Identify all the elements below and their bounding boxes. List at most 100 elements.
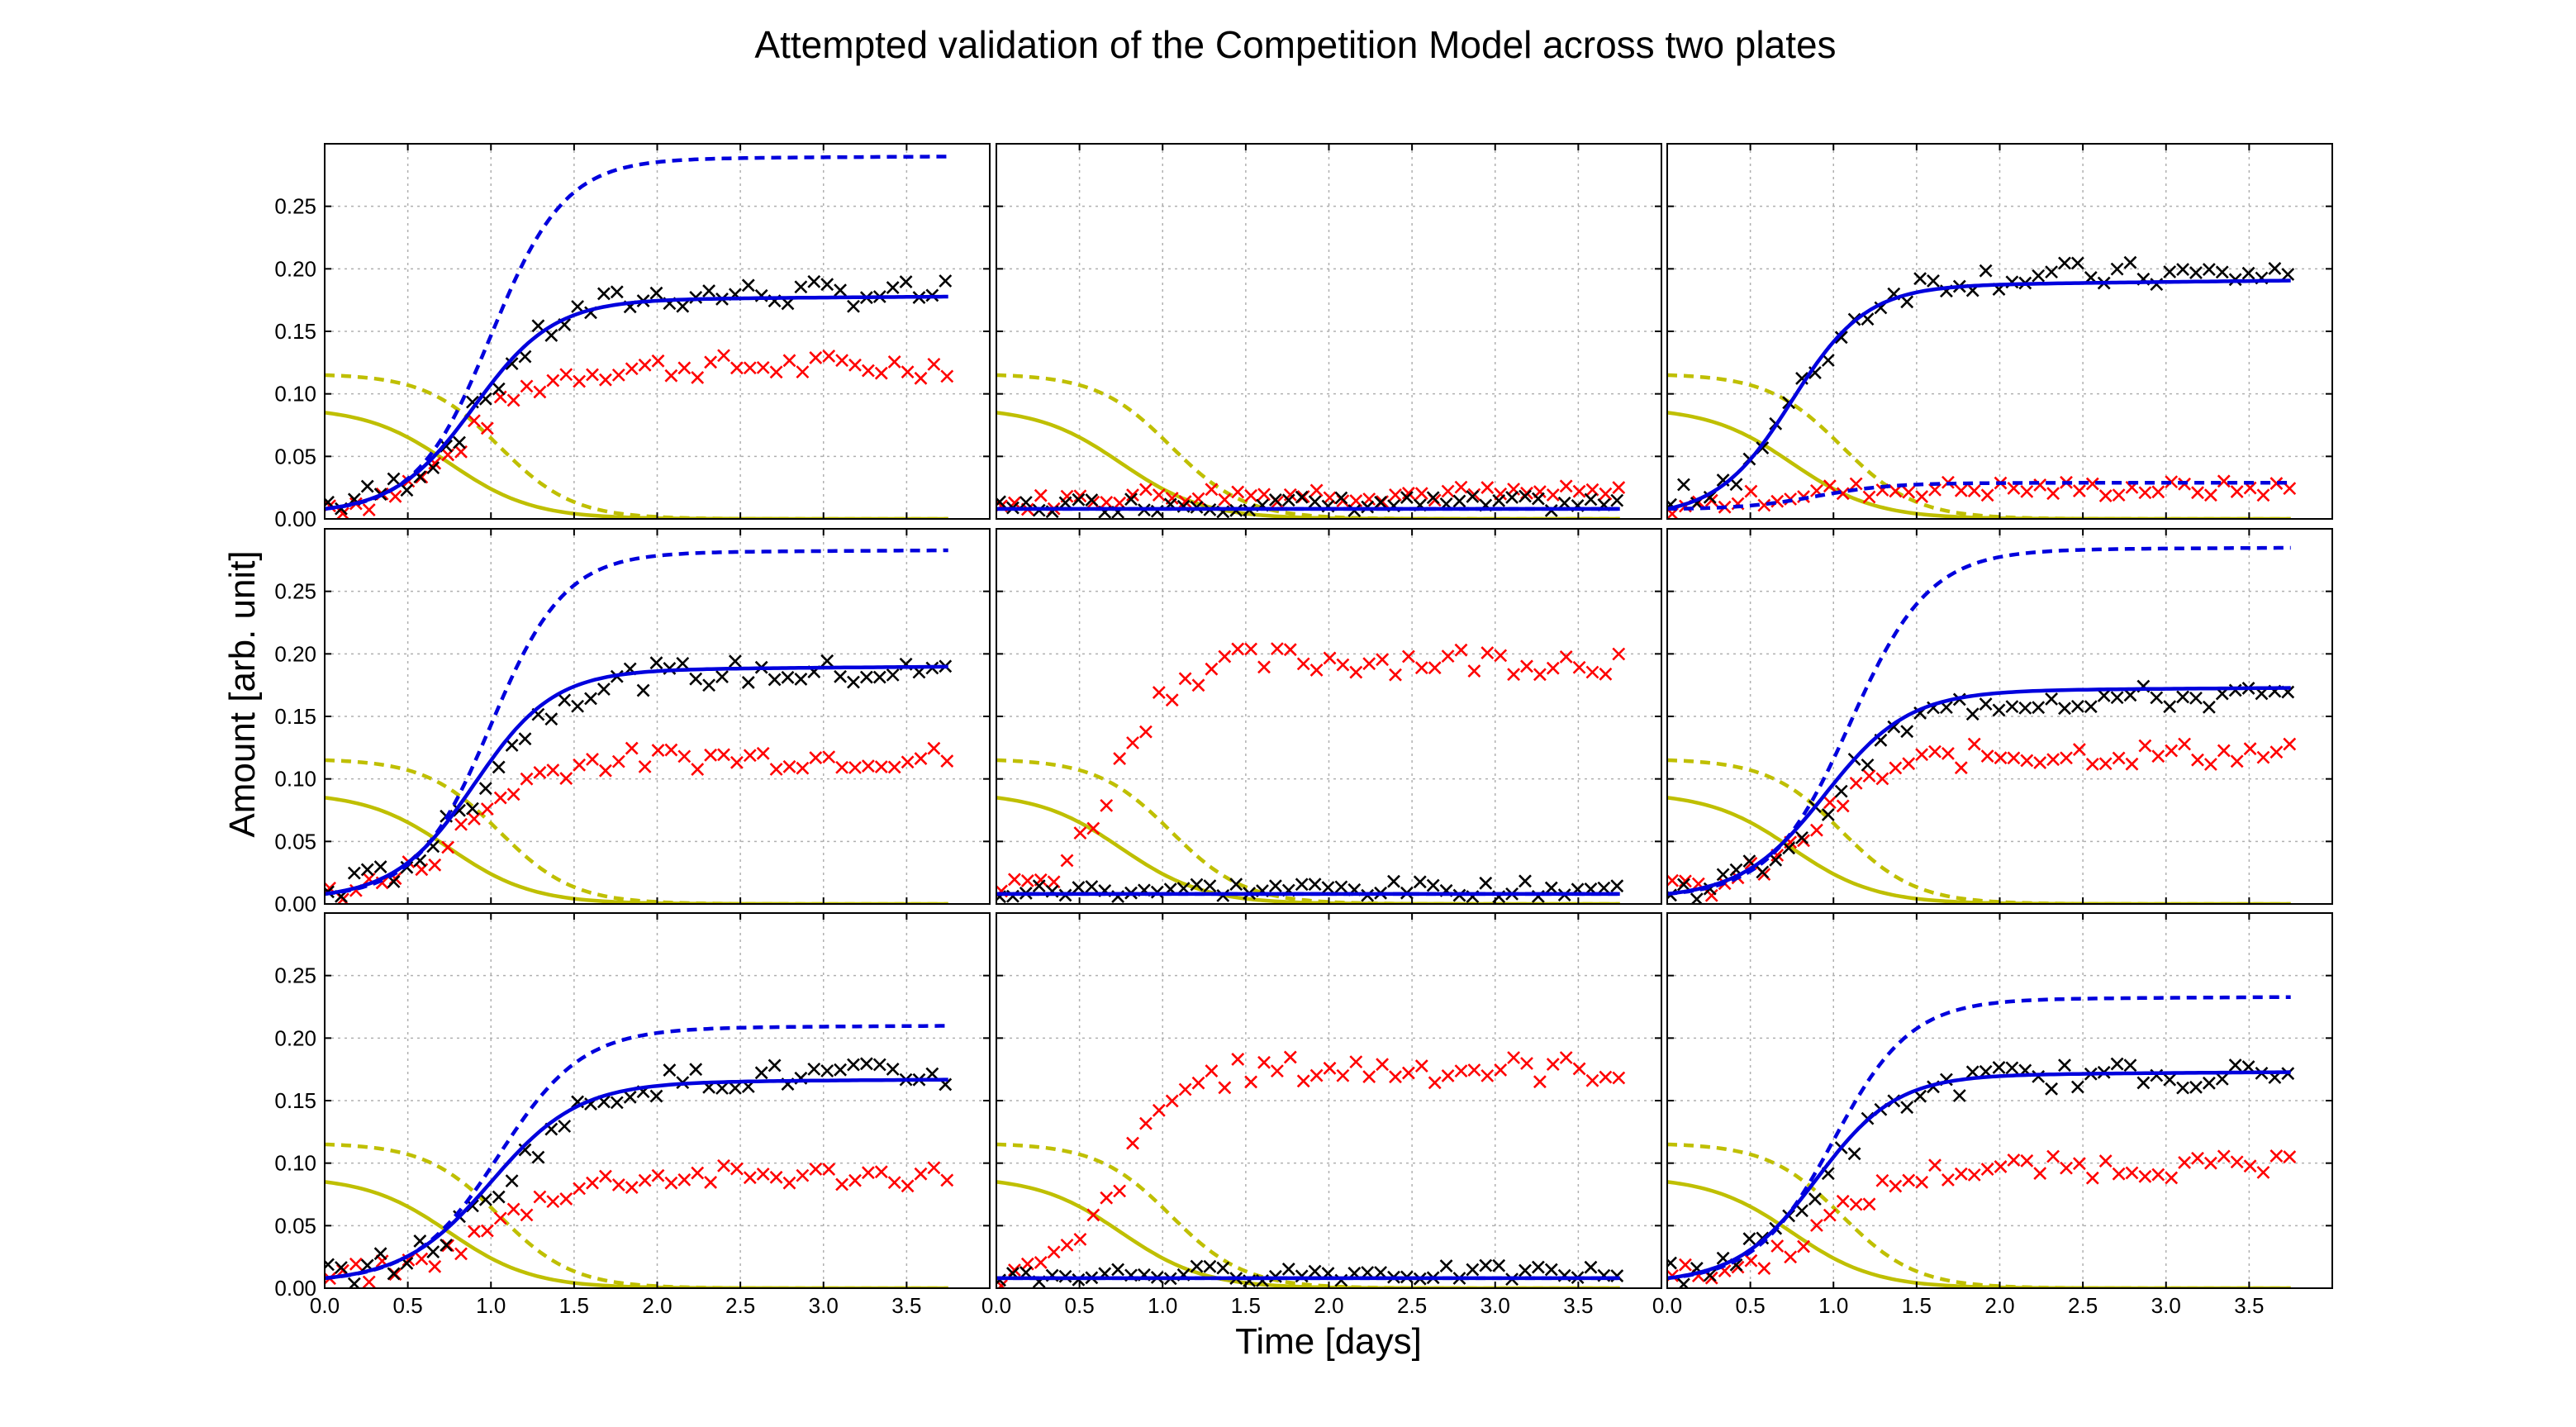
red-data-point — [1139, 725, 1153, 739]
black-data-point — [1952, 1089, 1966, 1102]
red-data-point — [1572, 484, 1586, 498]
red-data-point — [1941, 746, 1955, 760]
red-data-point — [1414, 661, 1428, 675]
red-data-point — [848, 1173, 862, 1187]
black-data-point — [1439, 1259, 1453, 1272]
black-data-point — [2032, 269, 2046, 283]
red-data-point — [1165, 693, 1179, 707]
black-data-point — [2005, 700, 2019, 714]
red-data-point — [822, 1163, 836, 1176]
black-data-point — [1834, 331, 1848, 345]
black-data-point — [531, 1150, 545, 1164]
red-data-point — [1480, 481, 1495, 494]
red-data-point — [1349, 665, 1363, 679]
x-tick-label: 2.0 — [1984, 1293, 2014, 1318]
red-data-point — [1191, 678, 1205, 692]
blue-solid-line — [325, 1077, 948, 1281]
plot-area — [1667, 545, 2297, 904]
black-data-point — [1321, 881, 1335, 895]
red-data-point — [1205, 662, 1219, 676]
red-data-point — [1797, 1239, 1810, 1253]
black-data-point — [728, 1081, 742, 1095]
black-data-point — [571, 300, 585, 313]
olive-dashed-line — [1667, 1142, 2291, 1288]
olive-dashed-line — [325, 373, 948, 519]
red-data-point — [1928, 1158, 1942, 1173]
black-data-point — [2176, 690, 2189, 704]
black-data-point — [505, 357, 519, 371]
red-data-point — [1954, 1167, 1968, 1181]
black-data-point — [505, 1174, 519, 1188]
black-data-point — [1479, 876, 1493, 890]
red-data-point — [1441, 484, 1455, 498]
black-data-point — [426, 1245, 440, 1258]
plot-area — [325, 548, 954, 904]
black-data-point — [1531, 492, 1545, 506]
red-data-point — [2098, 757, 2113, 771]
red-data-point — [2060, 751, 2073, 765]
black-data-point — [1808, 1192, 1822, 1206]
red-data-point — [586, 1176, 599, 1190]
red-data-point — [1336, 1068, 1350, 1082]
red-data-point — [2283, 1150, 2297, 1163]
x-tick-label: 2.0 — [642, 1293, 672, 1318]
blue-dashed-line — [325, 155, 948, 511]
red-data-point — [1152, 488, 1166, 502]
black-data-point — [505, 739, 519, 752]
red-data-point — [598, 1169, 612, 1183]
red-data-point — [1376, 1058, 1390, 1072]
black-data-point — [741, 278, 755, 293]
red-data-point — [493, 1211, 507, 1225]
black-data-point — [2189, 266, 2203, 280]
black-data-point — [1466, 490, 1480, 503]
olive-solid-line — [996, 1180, 1620, 1288]
subplot-0-0: 0.00 0.05 0.10 0.15 0.20 0.25 — [274, 143, 991, 531]
red-data-point — [2033, 478, 2047, 492]
black-data-point — [453, 435, 466, 450]
black-data-point — [939, 274, 953, 288]
red-data-point — [1047, 1245, 1061, 1259]
red-data-point — [1126, 1136, 1139, 1150]
black-data-point — [1281, 1263, 1295, 1276]
black-data-point — [373, 1247, 387, 1261]
y-tick-label: 0.05 — [274, 1213, 316, 1238]
red-data-point — [1008, 873, 1021, 887]
olive-dashed-line — [996, 758, 1620, 904]
black-data-point — [1295, 878, 1309, 892]
olive-solid-line — [325, 1180, 948, 1288]
black-data-point — [2202, 263, 2216, 276]
red-data-point — [1428, 1076, 1442, 1090]
red-data-point — [362, 503, 376, 516]
red-data-point — [2165, 1171, 2179, 1185]
plot-area — [1667, 995, 2297, 1288]
red-data-point — [1836, 487, 1850, 501]
black-data-point — [492, 382, 506, 396]
red-data-point — [1862, 490, 1876, 504]
red-data-point — [1270, 642, 1284, 656]
red-data-point — [1954, 483, 1968, 497]
black-data-point — [1308, 495, 1322, 509]
y-tick-label: 0.15 — [274, 704, 316, 729]
red-data-point — [1823, 479, 1837, 493]
black-data-point — [663, 1063, 677, 1077]
subplot-2-2: 0.0 0.5 1.0 1.5 2.0 2.5 3.0 3.5 — [1652, 912, 2333, 1318]
black-data-point — [1795, 830, 1808, 844]
black-data-point — [1795, 1204, 1808, 1218]
black-data-point — [518, 1143, 532, 1157]
olive-solid-line — [1667, 796, 2291, 904]
red-data-point — [520, 772, 534, 786]
red-data-point — [559, 368, 573, 382]
red-data-point — [454, 817, 468, 831]
red-data-point — [809, 751, 823, 764]
red-data-point — [1480, 1068, 1495, 1082]
red-data-point — [506, 787, 520, 801]
blue-dashed-line — [1667, 995, 2291, 1281]
black-data-point — [373, 860, 387, 873]
red-data-point — [677, 361, 692, 375]
y-tick-label: 0.10 — [274, 1151, 316, 1176]
red-data-point — [940, 369, 954, 383]
x-tick-label: 1.5 — [559, 1293, 589, 1318]
black-data-point — [1479, 1258, 1493, 1272]
black-data-point — [807, 274, 821, 288]
black-data-point — [623, 1090, 637, 1104]
